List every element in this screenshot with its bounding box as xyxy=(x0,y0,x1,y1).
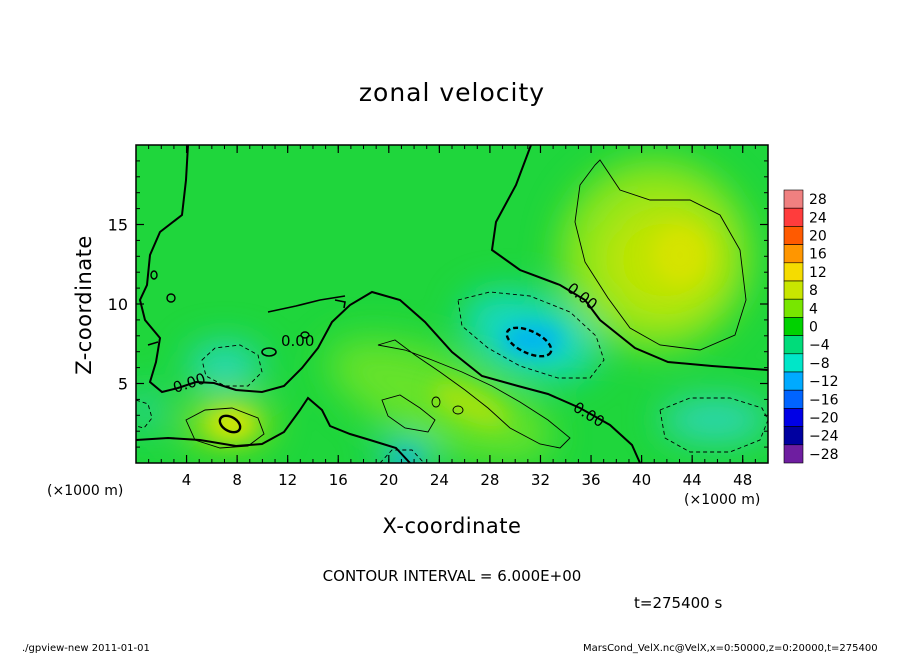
colorbar-tick-label: −28 xyxy=(809,447,839,463)
colorbar-swatch xyxy=(783,207,804,227)
colorbar-tick-label: −8 xyxy=(809,356,830,372)
colorbar-swatch xyxy=(783,262,804,282)
x-unit-left: (×1000 m) xyxy=(47,483,124,499)
colorbar-tick-label: 8 xyxy=(809,283,818,299)
x-tick-label: 24 xyxy=(430,471,449,489)
colorbar: 28 24 20 16 12 8 4 0 −4 −8 −12 −16 −20 −24 −28 xyxy=(783,189,839,464)
x-tick-label: 32 xyxy=(531,471,550,489)
contour-lines xyxy=(136,145,768,463)
x-tick-label: 12 xyxy=(278,471,297,489)
footer-left: ./gpview-new 2011-01-01 xyxy=(22,643,150,654)
colorbar-swatch xyxy=(783,389,804,409)
x-tick-label: 40 xyxy=(632,471,651,489)
colorbar-tick-label: 4 xyxy=(809,301,818,317)
x-tick-label: 28 xyxy=(480,471,499,489)
colorbar-tick-label: −12 xyxy=(809,374,839,390)
colorbar-tick-label: 24 xyxy=(809,210,827,226)
colorbar-swatch xyxy=(783,189,804,209)
colorbar-swatch xyxy=(783,317,804,336)
colorbar-swatch xyxy=(783,371,804,391)
x-axis-label: X-coordinate xyxy=(382,514,522,538)
colorbar-swatch xyxy=(783,280,804,300)
x-tick-label: 48 xyxy=(733,471,752,489)
x-unit-right: (×1000 m) xyxy=(684,492,761,508)
x-tick-label: 20 xyxy=(379,471,398,489)
chart-title: zonal velocity xyxy=(358,78,546,107)
colorbar-tick-label: 16 xyxy=(809,247,827,263)
x-tick-label: 36 xyxy=(581,471,600,489)
colorbar-swatch xyxy=(783,353,804,373)
colorbar-swatch xyxy=(783,408,804,427)
contour-label: 0.00 xyxy=(281,332,314,350)
x-tick-label: 8 xyxy=(232,471,242,489)
time-label: t=275400 s xyxy=(634,594,723,612)
y-tick-label: 5 xyxy=(118,375,128,394)
colorbar-tick-label: 0 xyxy=(809,320,818,336)
x-tick-label: 16 xyxy=(329,471,348,489)
footer-right: MarsCond_VelX.nc@VelX,x=0:50000,z=0:2000… xyxy=(583,643,878,654)
colorbar-tick-label: 28 xyxy=(809,192,827,208)
contour-interval: CONTOUR INTERVAL = 6.000E+00 xyxy=(322,567,582,585)
y-tick-label: 15 xyxy=(108,216,128,235)
colorbar-tick-label: −24 xyxy=(809,429,839,445)
colorbar-tick-label: −16 xyxy=(809,392,839,408)
x-tick-label: 44 xyxy=(683,471,702,489)
colorbar-tick-label: −20 xyxy=(809,411,839,427)
colorbar-tick-label: 12 xyxy=(809,265,827,281)
velocity-field xyxy=(136,145,768,463)
colorbar-tick-label: −4 xyxy=(809,338,830,354)
colorbar-swatch xyxy=(783,298,804,318)
colorbar-swatch xyxy=(783,426,804,446)
y-tick-label: 10 xyxy=(108,295,128,314)
colorbar-swatch xyxy=(783,226,804,245)
colorbar-swatch xyxy=(783,335,804,355)
colorbar-tick-label: 20 xyxy=(809,229,827,245)
y-axis-label: Z-coordinate xyxy=(72,235,96,375)
x-tick-label: 4 xyxy=(182,471,192,489)
colorbar-swatch xyxy=(783,244,804,264)
colorbar-swatch xyxy=(783,444,804,464)
